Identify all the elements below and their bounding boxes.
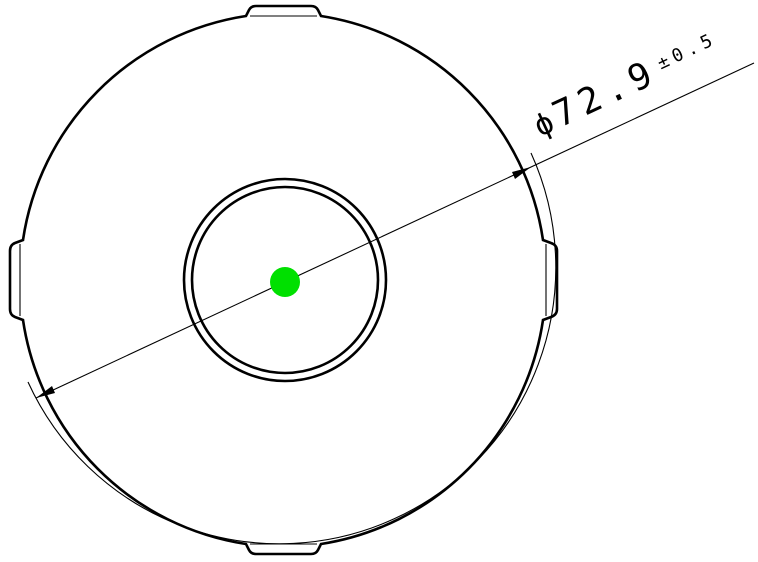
hub-inner-ring bbox=[190, 185, 380, 375]
dimension-arrow-upper bbox=[512, 167, 531, 179]
outer-body-outline bbox=[8, 4, 559, 556]
hub-outer-ring bbox=[182, 177, 388, 383]
dimension-arc bbox=[27, 152, 557, 545]
diameter-tolerance: ±0.5 bbox=[654, 28, 720, 74]
diameter-value: 72.9 bbox=[546, 52, 664, 136]
diameter-dimension-line bbox=[35, 62, 755, 399]
center-point-marker bbox=[270, 267, 300, 297]
diameter-annotation: ϕ 72.9 ±0.5 bbox=[529, 28, 721, 144]
dimension-arrow-lower bbox=[36, 386, 55, 398]
